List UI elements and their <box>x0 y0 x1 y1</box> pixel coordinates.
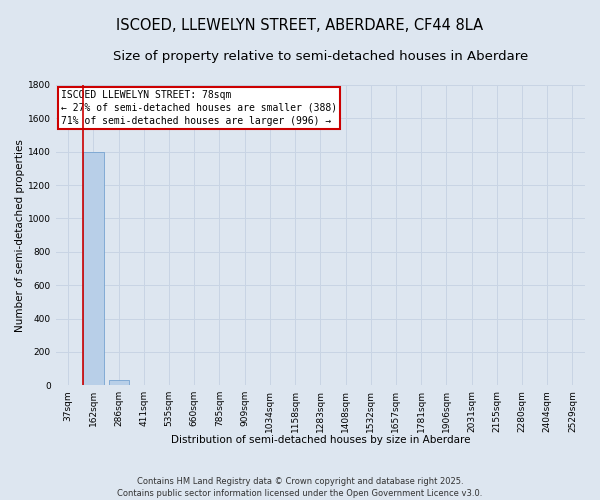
Y-axis label: Number of semi-detached properties: Number of semi-detached properties <box>15 138 25 332</box>
X-axis label: Distribution of semi-detached houses by size in Aberdare: Distribution of semi-detached houses by … <box>170 435 470 445</box>
Bar <box>109 380 129 385</box>
Text: ISCOED LLEWELYN STREET: 78sqm
← 27% of semi-detached houses are smaller (388)
71: ISCOED LLEWELYN STREET: 78sqm ← 27% of s… <box>61 90 337 126</box>
Text: Contains HM Land Registry data © Crown copyright and database right 2025.
Contai: Contains HM Land Registry data © Crown c… <box>118 476 482 498</box>
Text: ISCOED, LLEWELYN STREET, ABERDARE, CF44 8LA: ISCOED, LLEWELYN STREET, ABERDARE, CF44 … <box>116 18 484 32</box>
Title: Size of property relative to semi-detached houses in Aberdare: Size of property relative to semi-detach… <box>113 50 528 63</box>
Bar <box>83 152 104 385</box>
